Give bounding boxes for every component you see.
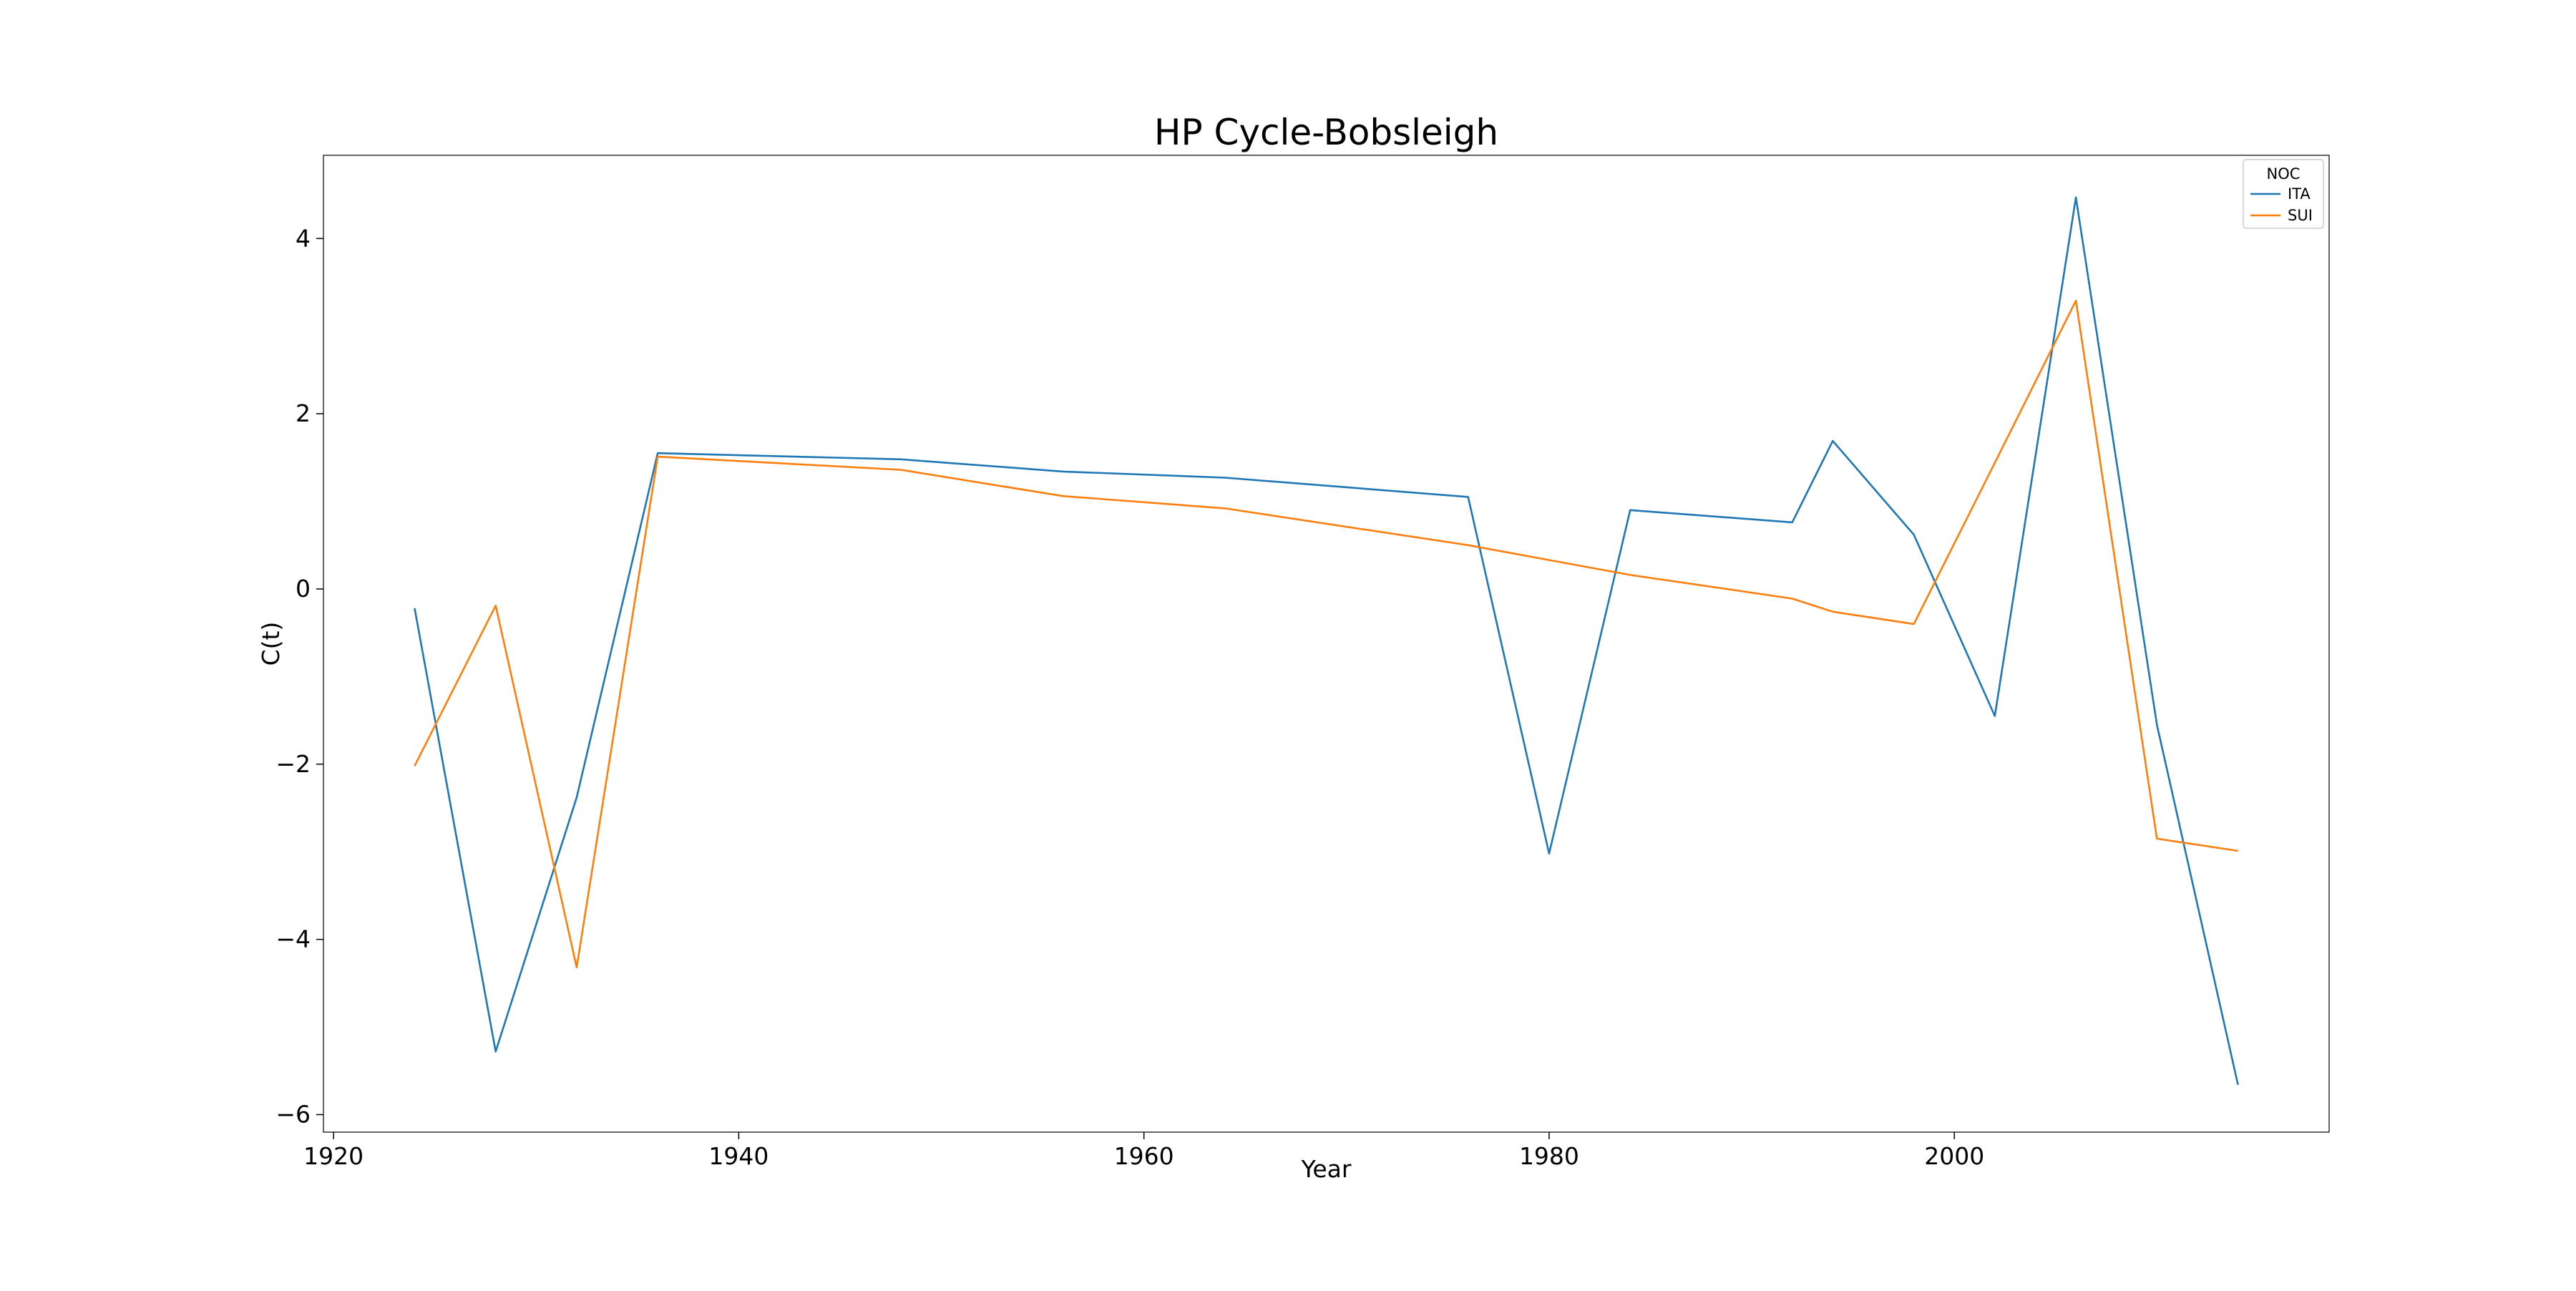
y-tick-label: 4 <box>296 224 311 252</box>
axis-ticks: 1920 1940 1960 1980 2000 4 2 0 −2 −4 −6 <box>275 224 1984 1170</box>
x-axis-label: Year <box>1301 1155 1352 1183</box>
legend-label-ita: ITA <box>2288 185 2311 203</box>
x-tick-label: 1980 <box>1519 1142 1579 1170</box>
x-tick-label: 1920 <box>303 1142 364 1170</box>
series-line-ita <box>414 196 2239 1086</box>
y-tick-label: 0 <box>296 575 311 603</box>
x-tick-label: 2000 <box>1924 1142 1984 1170</box>
plot-frame <box>323 155 2330 1133</box>
x-tick-label: 1940 <box>708 1142 769 1170</box>
y-tick-label: 2 <box>296 399 311 427</box>
y-tick-label: −6 <box>275 1101 311 1129</box>
y-axis-label: C(t) <box>257 622 285 666</box>
legend-box <box>2243 159 2324 229</box>
x-tick-label: 1960 <box>1114 1142 1174 1170</box>
series-lines <box>414 196 2239 1086</box>
chart-title: HP Cycle-Bobsleigh <box>1154 112 1498 153</box>
y-tick-label: −4 <box>275 925 311 953</box>
legend-title: NOC <box>2267 165 2301 182</box>
legend: NOC ITA SUI <box>2243 159 2324 229</box>
series-line-sui <box>414 299 2238 969</box>
y-tick-label: −2 <box>275 750 311 778</box>
legend-label-sui: SUI <box>2288 207 2313 224</box>
